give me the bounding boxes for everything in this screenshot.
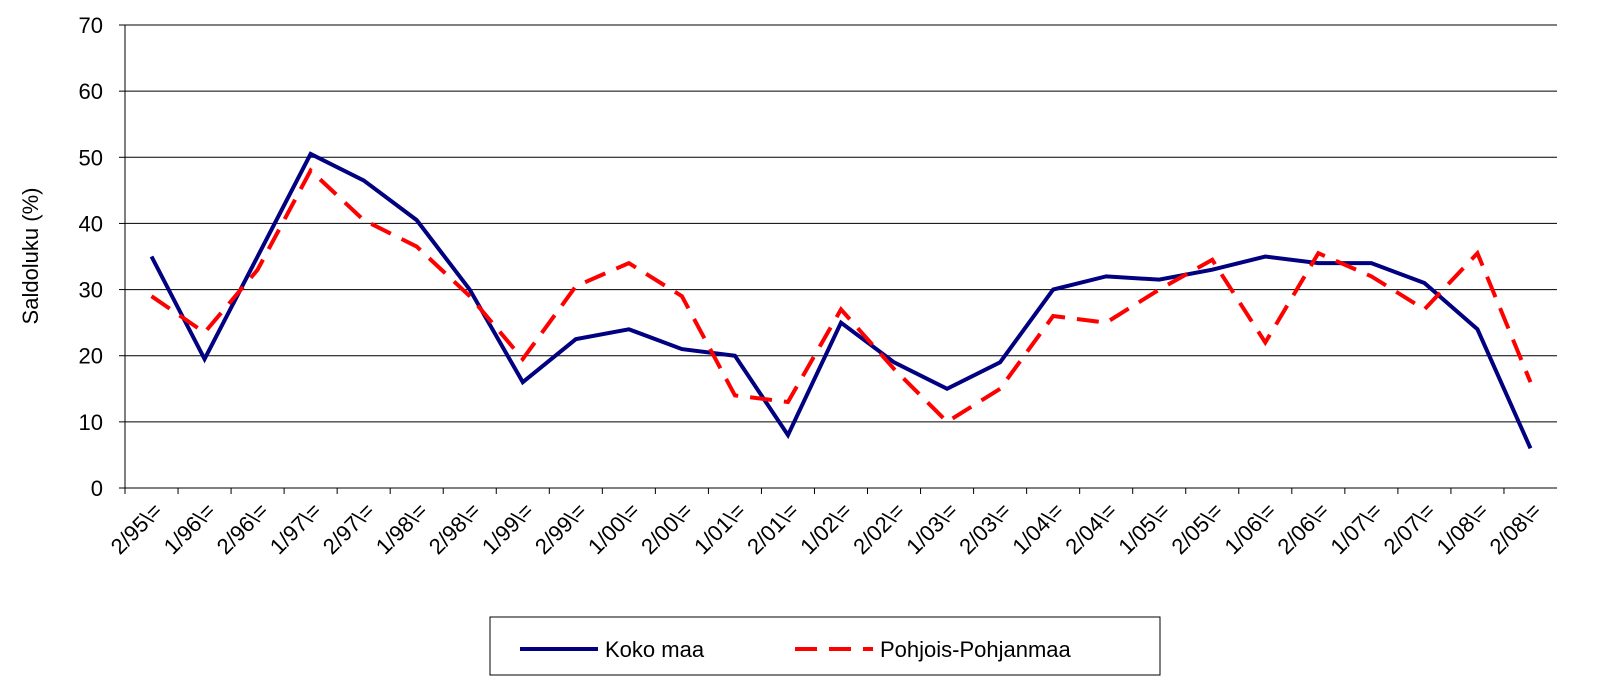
x-tick-label: 1/05\= [1113,498,1174,559]
x-tick-label: 1/96\= [159,498,220,559]
x-tick-label: 2/01\= [742,498,803,559]
x-tick-label: 1/02\= [795,498,856,559]
x-tick-label: 1/00\= [583,498,644,559]
y-tick-label: 30 [79,278,103,303]
x-tick-label: 1/99\= [477,498,538,559]
x-tick-label: 1/01\= [689,498,750,559]
x-tick-label: 1/03\= [901,498,962,559]
series-line [150,167,1533,425]
series-line [149,151,1533,450]
legend-label: Pohjois-Pohjanmaa [880,637,1072,662]
x-tick-label: 1/07\= [1326,498,1387,559]
x-tick-label: 1/08\= [1432,498,1493,559]
y-tick-label: 20 [79,344,103,369]
x-tick-label: 2/07\= [1379,498,1440,559]
y-tick-label: 40 [79,211,103,236]
x-tick-label: 2/99\= [530,498,591,559]
x-tick-label: 2/97\= [318,498,379,559]
y-tick-label: 10 [79,410,103,435]
legend-box [489,616,1161,676]
y-tick-label: 70 [79,13,103,38]
x-tick-label: 2/96\= [212,498,273,559]
x-tick-label: 2/08\= [1485,498,1546,559]
y-tick-label: 50 [79,145,103,170]
y-axis-title: Saldoluku (%) [18,188,43,325]
y-tick-label: 60 [79,79,103,104]
x-tick-label: 2/00\= [636,498,697,559]
x-tick-label: 2/05\= [1166,498,1227,559]
x-tick-label: 1/04\= [1007,498,1068,559]
y-tick-label: 0 [91,476,103,501]
x-tick-label: 2/98\= [424,498,485,559]
x-tick-label: 2/03\= [954,498,1015,559]
x-tick-label: 2/04\= [1060,498,1121,559]
x-tick-label: 2/06\= [1273,498,1334,559]
x-tick-label: 2/02\= [848,498,909,559]
legend-label: Koko maa [605,637,705,662]
x-tick-label: 1/98\= [371,498,432,559]
x-tick-label: 1/97\= [265,498,326,559]
x-tick-label: 2/95\= [106,498,167,559]
x-tick-label: 1/06\= [1219,498,1280,559]
